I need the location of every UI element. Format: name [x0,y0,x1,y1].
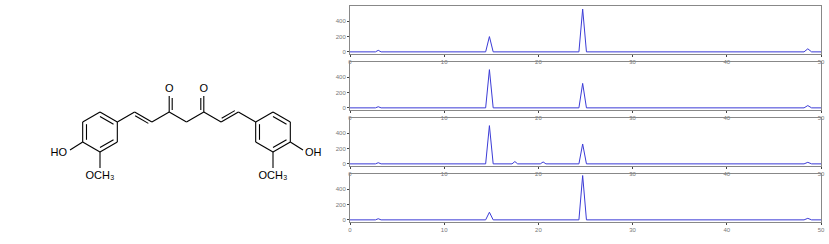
svg-text:30: 30 [629,59,636,65]
svg-text:20: 20 [535,171,542,177]
svg-text:0: 0 [348,171,352,177]
svg-text:OH: OH [305,146,322,158]
svg-text:200: 200 [336,90,347,96]
svg-text:0: 0 [342,49,346,55]
svg-text:40: 40 [723,115,730,121]
svg-text:50: 50 [818,171,825,177]
svg-text:0: 0 [342,217,346,223]
svg-text:OCH₃: OCH₃ [259,169,288,181]
svg-text:400: 400 [336,130,347,136]
svg-text:0: 0 [348,115,352,121]
svg-text:10: 10 [441,171,448,177]
svg-text:0: 0 [342,105,346,111]
svg-text:40: 40 [723,227,730,233]
svg-text:200: 200 [336,202,347,208]
svg-text:HO: HO [51,146,68,158]
svg-text:10: 10 [441,227,448,233]
svg-text:400: 400 [336,18,347,24]
svg-text:20: 20 [535,59,542,65]
svg-text:30: 30 [629,115,636,121]
svg-text:30: 30 [629,227,636,233]
svg-text:50: 50 [818,59,825,65]
svg-text:10: 10 [441,59,448,65]
svg-text:200: 200 [336,34,347,40]
svg-text:400: 400 [336,74,347,80]
svg-text:40: 40 [723,59,730,65]
svg-text:30: 30 [629,171,636,177]
svg-text:200: 200 [336,146,347,152]
svg-text:O: O [200,82,209,94]
svg-text:20: 20 [535,115,542,121]
svg-text:0: 0 [348,227,352,233]
svg-text:O: O [165,82,174,94]
svg-text:40: 40 [723,171,730,177]
svg-text:50: 50 [818,227,825,233]
svg-text:400: 400 [336,186,347,192]
svg-text:50: 50 [818,115,825,121]
svg-text:10: 10 [441,115,448,121]
svg-text:0: 0 [342,161,346,167]
svg-text:OCH₃: OCH₃ [86,169,115,181]
svg-text:20: 20 [535,227,542,233]
svg-text:0: 0 [348,59,352,65]
